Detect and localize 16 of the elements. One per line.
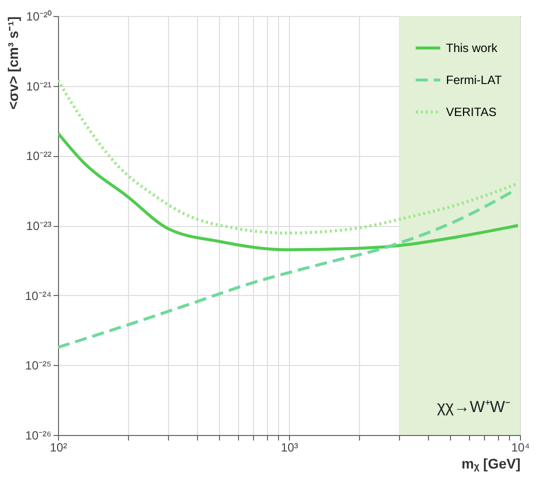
x-tick-label: 10⁴ (511, 440, 530, 454)
legend-label: VERITAS (446, 105, 496, 119)
y-tick-label: 10⁻²⁶ (25, 428, 52, 442)
legend-label: This work (446, 41, 498, 55)
y-tick-label: 10⁻²⁰ (26, 10, 52, 24)
y-tick-label: 10⁻²⁴ (25, 288, 52, 303)
x-axis-title: mᵪ [GeV] (462, 456, 520, 472)
y-tick-label: 10⁻²¹ (26, 79, 52, 94)
x-tick-label: 10³ (280, 440, 298, 454)
y-tick-label: 10⁻²² (26, 149, 52, 164)
legend-label: Fermi-LAT (446, 73, 502, 87)
x-tick-label: 10² (50, 440, 68, 454)
y-axis-title: <σv> [cm³ s⁻¹] (5, 16, 21, 110)
y-tick-label: 10⁻²⁵ (25, 358, 52, 373)
annotation: χχ→W⁺W⁻ (437, 399, 510, 416)
y-tick-label: 10⁻²³ (26, 219, 52, 233)
